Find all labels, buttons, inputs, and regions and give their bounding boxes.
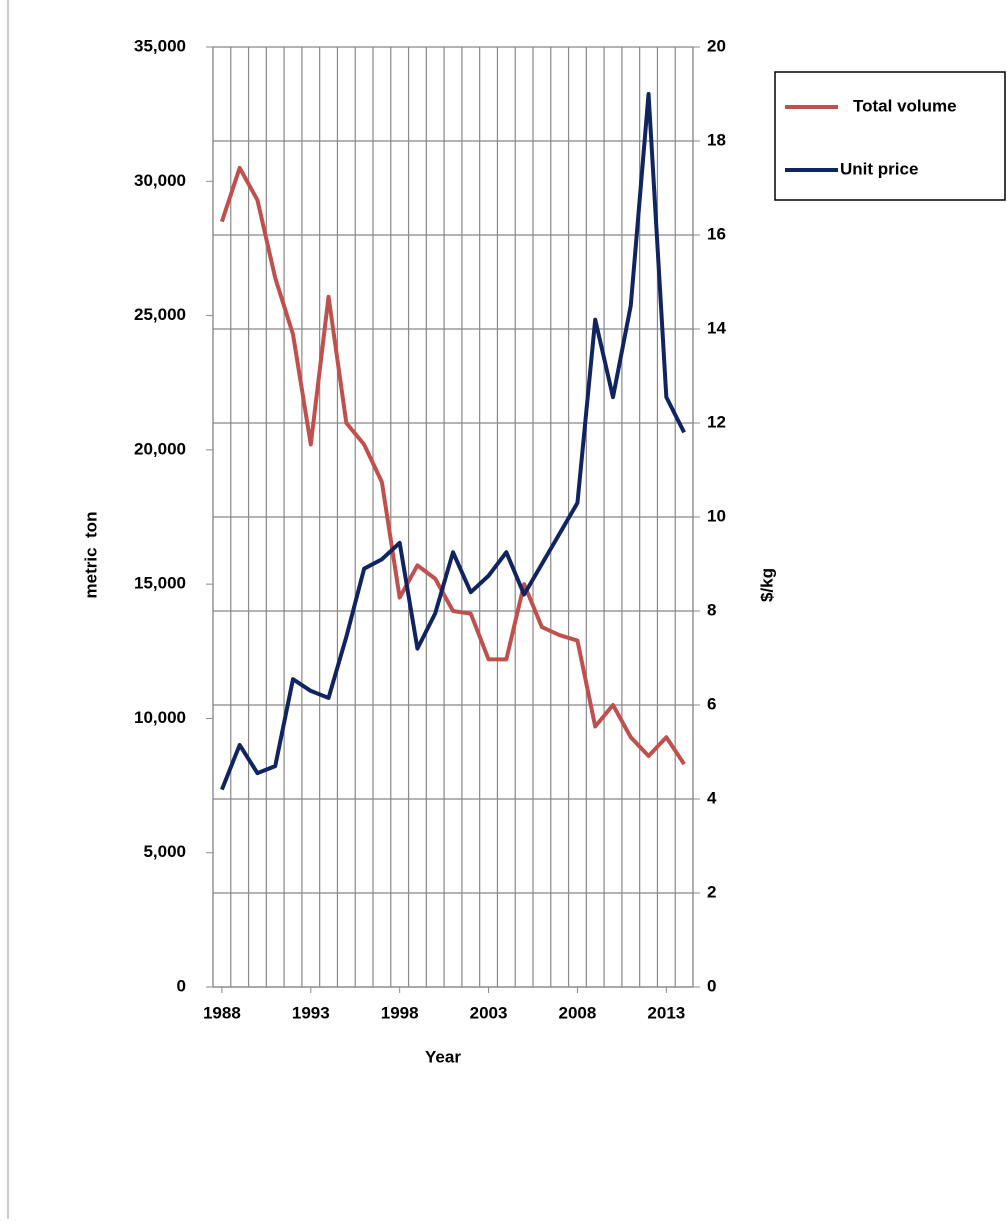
legend-box bbox=[774, 71, 1006, 201]
y2-tick-label: 20 bbox=[707, 36, 726, 55]
legend-label: Unit price bbox=[840, 159, 918, 178]
x-tick-label: 2008 bbox=[559, 1003, 597, 1022]
x-tick-label: 1988 bbox=[203, 1003, 241, 1022]
y2-tick-label: 4 bbox=[707, 788, 717, 807]
series-line bbox=[220, 92, 686, 791]
x-tick-label: 2003 bbox=[470, 1003, 508, 1022]
y2-tick-label: 18 bbox=[707, 130, 726, 149]
y2-tick-label: 2 bbox=[707, 882, 716, 901]
y-tick-label: 10,000 bbox=[134, 708, 186, 727]
y2-axis-label: $/kg bbox=[757, 568, 776, 602]
y-tick-label: 25,000 bbox=[134, 305, 186, 324]
y-tick-label: 30,000 bbox=[134, 171, 186, 190]
y-axis-label: metric ton bbox=[81, 512, 100, 599]
y2-tick-label: 14 bbox=[707, 318, 726, 337]
y-tick-label: 0 bbox=[177, 976, 186, 995]
x-tick-label: 1993 bbox=[292, 1003, 330, 1022]
x-tick-label: 2013 bbox=[647, 1003, 685, 1022]
y2-tick-label: 8 bbox=[707, 600, 716, 619]
y-tick-label: 5,000 bbox=[143, 842, 186, 861]
y2-tick-label: 16 bbox=[707, 224, 726, 243]
y2-tick-label: 10 bbox=[707, 506, 726, 525]
y2-tick-label: 0 bbox=[707, 976, 716, 995]
legend-label: Total volume bbox=[853, 96, 957, 115]
y-tick-label: 15,000 bbox=[134, 574, 186, 593]
x-tick-label: 1998 bbox=[381, 1003, 419, 1022]
y-tick-label: 20,000 bbox=[134, 439, 186, 458]
y2-tick-label: 6 bbox=[707, 694, 716, 713]
series-line bbox=[219, 165, 686, 766]
x-axis-label: Year bbox=[425, 1047, 461, 1066]
y-tick-label: 35,000 bbox=[134, 36, 186, 55]
y2-tick-label: 12 bbox=[707, 412, 726, 431]
